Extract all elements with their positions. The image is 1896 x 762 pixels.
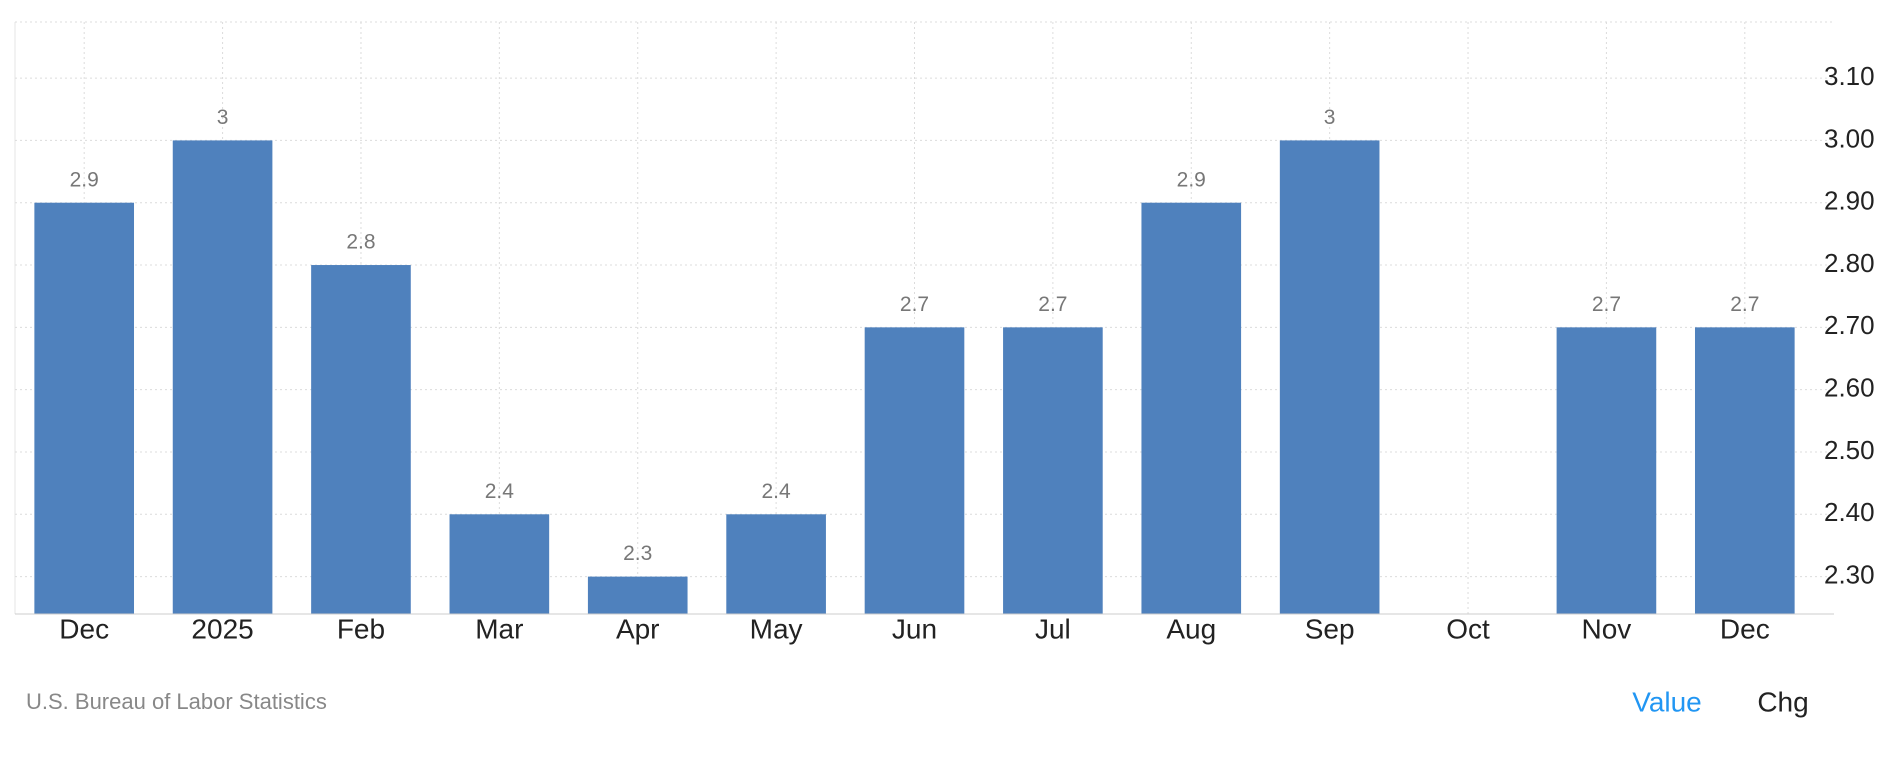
data-label: 2.8	[346, 231, 375, 254]
x-tick-label: Oct	[1446, 613, 1490, 644]
x-tick-label: Dec	[59, 613, 109, 644]
chg-button[interactable]: Chg	[1757, 686, 1808, 717]
source: U.S. Bureau of Labor Statistics	[26, 689, 327, 714]
data-label: 2.7	[900, 293, 929, 316]
y-tick-label: 2.90	[1824, 186, 1875, 216]
y-tick-label: 2.40	[1824, 497, 1875, 527]
x-tick-label: Feb	[337, 613, 385, 644]
y-tick-label: 2.60	[1824, 373, 1875, 403]
x-tick-label: Sep	[1305, 613, 1355, 644]
x-tick-label: May	[750, 613, 803, 644]
bar	[311, 265, 411, 614]
data-label: 2.7	[1038, 293, 1067, 316]
bar	[726, 514, 826, 614]
x-tick-label: Dec	[1720, 613, 1770, 644]
data-label: 2.7	[1592, 293, 1621, 316]
data-label: 3	[217, 106, 229, 129]
x-tick-label: Nov	[1582, 613, 1632, 644]
data-label: 2.9	[70, 168, 99, 191]
value-button[interactable]: Value	[1632, 686, 1702, 717]
x-tick-label: Mar	[475, 613, 523, 644]
y-tick-label: 2.50	[1824, 435, 1875, 465]
x-tick-label: Jun	[892, 613, 937, 644]
data-label: 2.4	[485, 480, 515, 503]
y-tick-label: 2.70	[1824, 310, 1875, 340]
data-label: 2.9	[1177, 168, 1206, 191]
y-tick-label: 3.10	[1824, 61, 1875, 91]
bar	[449, 514, 550, 614]
data-label: 2.3	[623, 542, 652, 565]
y-tick-label: 3.00	[1824, 123, 1875, 153]
x-tick-label: Jul	[1035, 613, 1071, 644]
bar	[1003, 327, 1103, 614]
data-label: 3	[1324, 106, 1336, 129]
bar	[1556, 327, 1657, 614]
bar	[1694, 327, 1795, 614]
x-tick-label: Apr	[616, 613, 660, 644]
bar	[1279, 140, 1380, 614]
bar	[587, 576, 688, 614]
y-tick-label: 2.80	[1824, 248, 1875, 278]
bar	[864, 327, 965, 614]
data-label: 2.4	[762, 480, 792, 503]
x-tick-label: 2025	[191, 613, 253, 644]
x-tick-label: Aug	[1166, 613, 1216, 644]
bar	[34, 202, 135, 614]
bar	[172, 140, 273, 614]
y-tick-label: 2.30	[1824, 559, 1875, 589]
data-label: 2.7	[1730, 293, 1759, 316]
bar	[1141, 202, 1242, 614]
